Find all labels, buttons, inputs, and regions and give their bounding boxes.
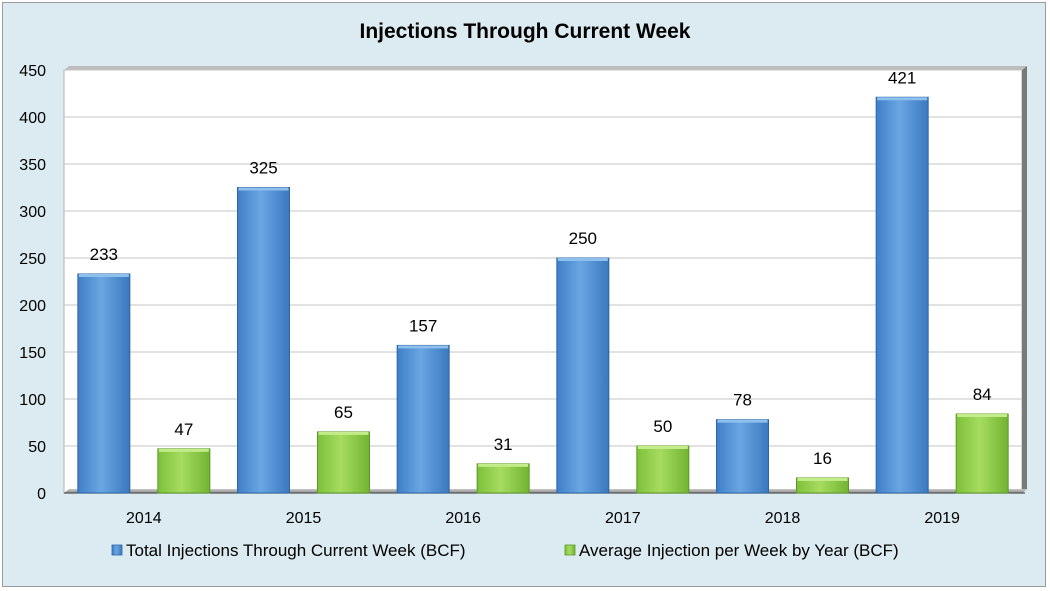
data-label: 84 <box>973 385 992 404</box>
data-label: 157 <box>409 316 437 335</box>
bar-top-highlight <box>158 448 209 452</box>
y-tick-label: 350 <box>19 157 46 174</box>
legend-label: Average Injection per Week by Year (BCF) <box>579 541 899 560</box>
y-tick-label: 300 <box>19 204 46 221</box>
plot-area <box>63 69 1023 494</box>
data-label: 65 <box>334 403 353 422</box>
x-tick-label: 2018 <box>765 510 801 527</box>
x-tick-label: 2016 <box>445 510 481 527</box>
x-tick-label: 2014 <box>126 510 162 527</box>
legend-swatch <box>111 544 123 556</box>
data-label: 16 <box>813 449 832 468</box>
bar <box>77 273 131 494</box>
bar <box>317 431 370 494</box>
data-label: 47 <box>174 420 193 439</box>
bar-top-highlight <box>637 446 688 449</box>
bar <box>237 187 290 494</box>
y-tick-label: 150 <box>19 345 46 362</box>
y-tick-label: 450 <box>19 63 46 80</box>
plot-floor <box>64 489 1027 493</box>
x-tick-label: 2015 <box>286 510 322 527</box>
bar <box>875 96 929 494</box>
y-tick-label: 0 <box>37 486 46 503</box>
bar <box>955 413 1009 494</box>
bar-top-highlight <box>877 97 928 101</box>
bar-top-highlight <box>557 258 608 261</box>
data-label: 325 <box>249 159 277 178</box>
bar-top-highlight <box>398 345 449 349</box>
bar <box>476 463 530 494</box>
y-tick-label: 100 <box>19 392 46 409</box>
bar <box>396 344 450 494</box>
legend-label: Total Injections Through Current Week (B… <box>126 541 466 560</box>
x-tick-label: 2017 <box>605 510 641 527</box>
data-label: 421 <box>888 68 916 87</box>
bar-top-highlight <box>238 187 289 191</box>
bar-top-highlight <box>957 414 1008 418</box>
y-tick-label: 250 <box>19 251 46 268</box>
bar-top-highlight <box>717 419 768 423</box>
bar <box>556 257 610 494</box>
bar-top-highlight <box>318 431 369 435</box>
y-tick-label: 50 <box>28 439 46 456</box>
bar <box>716 419 769 494</box>
bar <box>157 448 211 494</box>
data-label: 31 <box>494 435 513 454</box>
data-label: 233 <box>90 245 118 264</box>
data-label: 50 <box>653 417 672 436</box>
plot-top-wall <box>64 66 1027 70</box>
bar-top-highlight <box>78 273 129 277</box>
x-tick-label: 2019 <box>924 510 960 527</box>
y-tick-label: 400 <box>19 110 46 127</box>
plot-side-wall <box>1022 66 1027 493</box>
y-tick-label: 200 <box>19 298 46 315</box>
bar-top-highlight <box>797 477 848 481</box>
legend-swatch <box>564 544 576 556</box>
chart-title: Injections Through Current Week <box>359 20 691 43</box>
data-label: 78 <box>733 391 752 410</box>
data-label: 250 <box>569 229 597 248</box>
bar <box>636 445 690 494</box>
bar-top-highlight <box>478 463 529 467</box>
